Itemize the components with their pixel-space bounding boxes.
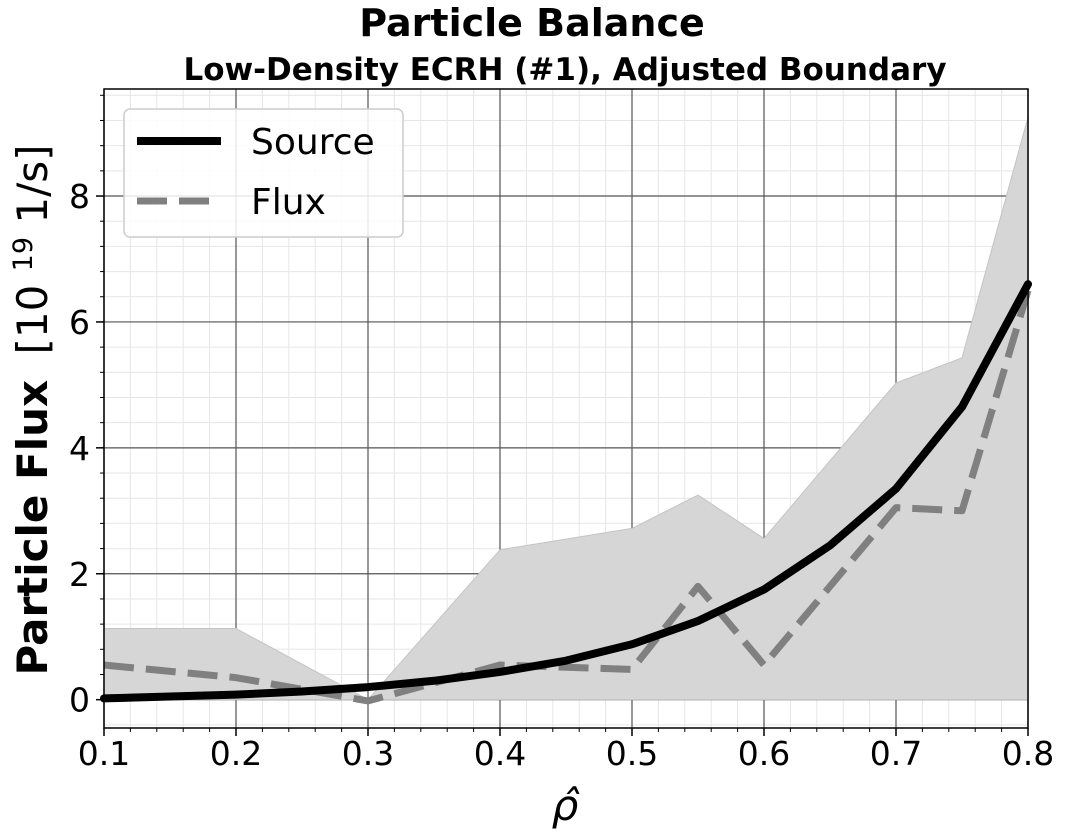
legend: Source Flux <box>123 108 404 238</box>
chart-subtitle: Low-Density ECRH (#1), Adjusted Boundary <box>183 52 946 88</box>
series-lines <box>100 280 1032 705</box>
y-axis-label-bold: Particle Flux <box>8 380 57 676</box>
plot-frame <box>103 88 1029 729</box>
legend-label-flux: Flux <box>251 182 326 223</box>
y-tick-label: 8 <box>69 177 90 216</box>
x-tick-label: 0.7 <box>870 734 922 773</box>
y-tick-label: 4 <box>69 429 90 468</box>
y-tick-label: 6 <box>69 303 90 342</box>
series-line-flux <box>103 289 1032 705</box>
x-tick-label: 0.1 <box>78 734 130 773</box>
x-tick-label: 0.4 <box>474 734 526 773</box>
x-tick-label: 0.2 <box>210 734 262 773</box>
x-axis-label: ρ̂ <box>552 781 581 830</box>
y-axis-label-exponent: 19 <box>8 237 39 271</box>
x-tick-label: 0.5 <box>606 734 658 773</box>
y-tick-label: 2 <box>69 555 90 594</box>
x-tick-label: 0.8 <box>1002 734 1054 773</box>
legend-label-source: Source <box>251 122 375 163</box>
y-axis-label: Particle Flux [10 19 1/s] <box>0 144 57 675</box>
x-tick-label: 0.3 <box>342 734 394 773</box>
series-line-source <box>100 280 1032 703</box>
y-axis-label-unit: [10 <box>8 285 57 355</box>
y-tick-label: 0 <box>69 681 90 720</box>
y-axis-label-unit-suffix: 1/s] <box>8 144 57 223</box>
axis-ticks: 0.1 0.2 0.3 0.4 0.5 0.6 0.7 0.8 0 2 4 6 8 <box>69 94 1054 773</box>
chart-title: Particle Balance <box>359 1 705 45</box>
x-tick-label: 0.6 <box>738 734 790 773</box>
